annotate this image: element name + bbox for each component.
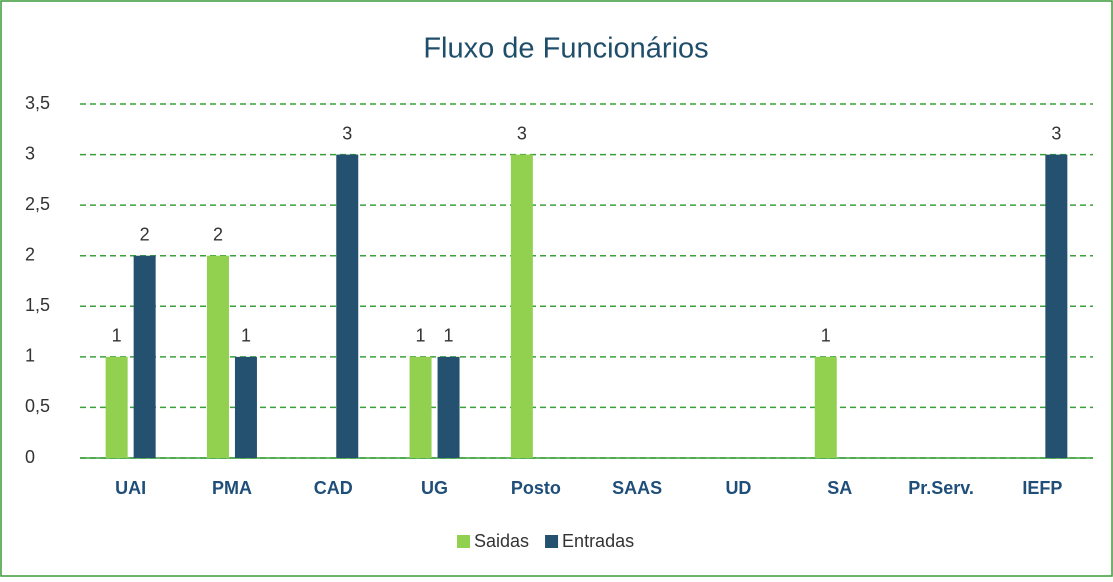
- y-tick-label: 2: [25, 244, 35, 264]
- data-label: 3: [342, 123, 352, 143]
- bar: [437, 356, 460, 458]
- legend-swatch: [457, 535, 470, 548]
- bar: [234, 356, 257, 458]
- y-tick-label: 0,5: [25, 396, 50, 416]
- data-label: 1: [416, 326, 426, 346]
- x-tick-label: SAAS: [612, 478, 662, 498]
- data-label: 2: [140, 224, 150, 244]
- bar: [206, 255, 229, 458]
- x-tick-label: IEFP: [1022, 478, 1062, 498]
- data-label: 1: [112, 326, 122, 346]
- data-label: 1: [821, 326, 831, 346]
- legend-label: Entradas: [562, 531, 634, 551]
- data-label: 3: [1051, 123, 1061, 143]
- data-label: 1: [444, 326, 454, 346]
- y-tick-label: 2,5: [25, 194, 50, 214]
- y-tick-label: 3,5: [25, 93, 50, 113]
- data-label: 1: [241, 326, 251, 346]
- bar: [105, 356, 128, 458]
- x-tick-label: Pr.Serv.: [908, 478, 974, 498]
- bar: [1045, 154, 1068, 459]
- chart-title: Fluxo de Funcionários: [423, 33, 708, 65]
- y-tick-label: 3: [25, 143, 35, 163]
- bar: [510, 154, 533, 459]
- x-tick-label: Posto: [511, 478, 561, 498]
- x-tick-label: UD: [725, 478, 751, 498]
- x-tick-label: UAI: [115, 478, 146, 498]
- bar: [133, 255, 156, 458]
- x-tick-label: CAD: [314, 478, 353, 498]
- x-tick-label: PMA: [212, 478, 252, 498]
- x-tick-label: SA: [827, 478, 852, 498]
- bar: [409, 356, 432, 458]
- legend-label: Saidas: [474, 531, 529, 551]
- x-tick-label: UG: [421, 478, 448, 498]
- bar: [336, 154, 359, 459]
- bar: [814, 356, 837, 458]
- y-tick-label: 1,5: [25, 295, 50, 315]
- legend-swatch: [545, 535, 559, 548]
- data-label: 3: [517, 123, 527, 143]
- y-tick-label: 1: [25, 346, 35, 366]
- y-tick-label: 0: [25, 447, 35, 467]
- data-label: 2: [213, 224, 223, 244]
